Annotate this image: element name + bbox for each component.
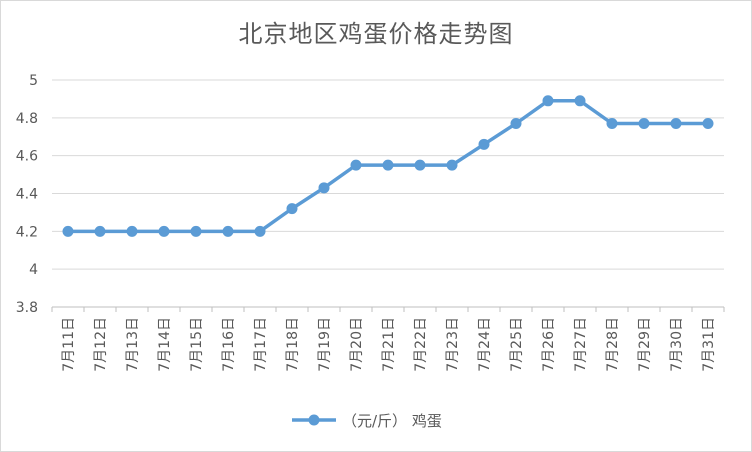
data-point: [254, 225, 266, 237]
data-point: [286, 203, 298, 215]
y-tick-label: 4.2: [16, 224, 38, 240]
y-tick-label: 4.6: [16, 149, 38, 165]
x-tick-label: 7月27日: [573, 317, 589, 372]
y-tick-label: 4: [29, 262, 38, 278]
y-tick-label: 3.8: [16, 300, 38, 316]
data-point: [158, 225, 170, 237]
data-point: [62, 225, 74, 237]
x-tick-label: 7月12日: [93, 317, 109, 372]
data-point: [382, 159, 394, 171]
x-tick-label: 7月25日: [509, 317, 525, 372]
data-point: [126, 225, 138, 237]
x-tick-label: 7月14日: [157, 317, 173, 372]
data-point: [510, 118, 522, 130]
data-point: [606, 118, 618, 130]
x-tick-label: 7月22日: [413, 317, 429, 372]
x-tick-label: 7月19日: [317, 317, 333, 372]
x-tick-label: 7月31日: [701, 317, 717, 372]
x-tick-label: 7月17日: [253, 317, 269, 372]
chart-title: 北京地区鸡蛋价格走势图: [238, 20, 514, 48]
y-tick-label: 5: [29, 73, 38, 89]
series-group: [62, 95, 714, 237]
data-point: [222, 225, 234, 237]
data-point: [318, 182, 330, 194]
x-tick-label: 7月30日: [669, 317, 685, 372]
x-tick-label: 7月18日: [285, 317, 301, 372]
grid-lines: [52, 79, 724, 270]
data-point: [350, 159, 362, 171]
data-point: [574, 95, 586, 107]
data-point: [446, 159, 458, 171]
y-tick-label: 4.4: [16, 187, 38, 203]
data-point: [190, 225, 202, 237]
y-tick-label: 4.8: [16, 111, 38, 127]
x-tick-label: 7月20日: [349, 317, 365, 372]
legend-marker-swatch: [308, 414, 320, 426]
x-tick-label: 7月13日: [125, 317, 141, 372]
x-tick-label: 7月23日: [445, 317, 461, 372]
x-tick-label: 7月15日: [189, 317, 205, 372]
data-point: [478, 138, 490, 150]
data-point: [702, 118, 714, 130]
x-tick-label: 7月26日: [541, 317, 557, 372]
data-point: [670, 118, 682, 130]
x-tick-label: 7月11日: [61, 317, 77, 372]
data-point: [638, 118, 650, 130]
x-tick-label: 7月21日: [381, 317, 397, 372]
x-tick-label: 7月29日: [637, 317, 653, 372]
y-axis: 3.8 4 4.2 4.4 4.6 4.8 5: [16, 73, 38, 316]
data-point: [542, 95, 554, 107]
x-tick-label: 7月28日: [605, 317, 621, 372]
x-tick-label: 7月16日: [221, 317, 237, 372]
data-point: [414, 159, 426, 171]
x-tick-label: 7月24日: [477, 317, 493, 372]
data-point: [94, 225, 106, 237]
legend-label: （元/斤） 鸡蛋: [342, 412, 442, 430]
legend: （元/斤） 鸡蛋: [292, 412, 442, 430]
x-axis: 7月11日 7月12日 7月13日 7月14日 7月15日 7月16日 7月17日 7月18日…: [51, 306, 725, 372]
